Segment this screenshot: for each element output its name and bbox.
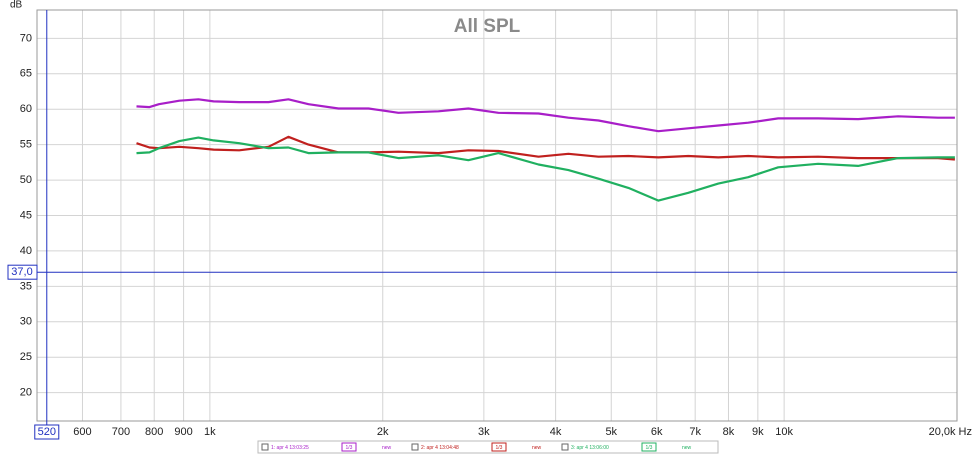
legend-check [561,443,569,451]
y-tick-label: 30 [20,316,32,328]
y-axis-label: dB [10,0,23,11]
x-tick-label: 7k [689,426,701,438]
x-tick-label: 900 [174,426,192,438]
legend-smoothing: 1/3 [346,445,353,451]
x-tick-label: 2k [377,426,389,438]
y-tick-label: 65 [20,68,32,80]
legend-check [261,443,269,451]
y-tick-label: 20 [20,387,32,399]
legend-overlay: new [682,445,692,451]
x-tick-label: 1k [204,426,216,438]
y-cursor-label: 37,0 [11,266,32,278]
x-tick-label: 4k [550,426,562,438]
series-line [136,135,955,161]
series-line [136,98,955,133]
y-cursor-box [7,264,38,280]
x-tick-label: 10k [775,426,793,438]
legend-box [257,440,719,454]
legend-swatch [341,442,357,452]
legend-entry: 2: apr 4 13:04:48 [421,445,459,451]
y-tick-label: 50 [20,174,32,186]
y-tick-label: 55 [20,139,32,151]
x-cursor-label: 520 [38,426,56,438]
x-tick-label: 800 [145,426,163,438]
x-tick-label: 600 [73,426,91,438]
x-tick-label: 6k [651,426,663,438]
x-tick-label: 3k [478,426,490,438]
y-tick-label: 40 [20,245,32,257]
legend-swatch [491,442,507,452]
legend-smoothing: 1/3 [496,445,503,451]
legend-check [411,443,419,451]
x-tick-label: 8k [723,426,735,438]
legend-overlay: new [532,445,542,451]
plot-area [36,9,958,422]
chart-title: All SPL [454,16,521,37]
x-cursor-box [34,424,60,440]
y-tick-label: 45 [20,209,32,221]
legend-entry: 1: apr 4 13:03:25 [271,445,309,451]
y-tick-label: 60 [20,103,32,115]
y-tick-label: 70 [20,32,32,44]
legend-smoothing: 1/3 [646,445,653,451]
y-tick-label: 35 [20,280,32,292]
series-line [136,136,955,202]
legend-swatch [641,442,657,452]
x-tick-label: 9k [752,426,764,438]
legend-entry: 3: apr 4 13:06:00 [571,445,609,451]
x-tick-label: 700 [112,426,130,438]
y-tick-label: 25 [20,351,32,363]
legend-overlay: new [382,445,392,451]
x-tick-label: 20,0k Hz [929,426,972,438]
x-tick-label: 5k [605,426,617,438]
